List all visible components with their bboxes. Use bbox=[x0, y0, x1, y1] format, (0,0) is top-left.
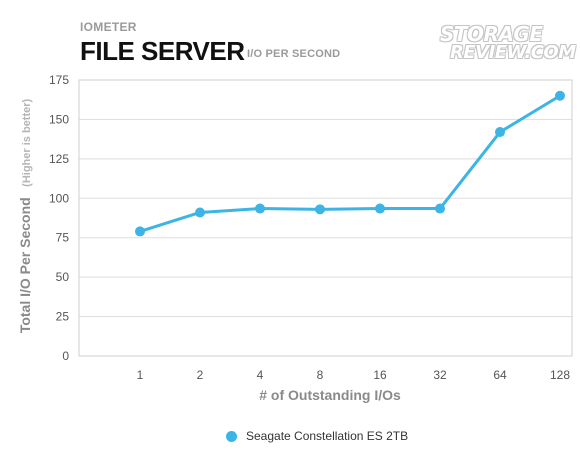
data-point bbox=[375, 203, 385, 214]
y-tick-label: 0 bbox=[62, 349, 69, 363]
x-tick-labels: 1 2 4 8 16 32 64 128 bbox=[137, 368, 571, 382]
chart-legend: Seagate Constellation ES 2TB bbox=[226, 428, 408, 444]
data-point bbox=[495, 127, 505, 138]
data-point bbox=[195, 207, 205, 218]
x-tick-label: 2 bbox=[197, 368, 204, 382]
data-point bbox=[315, 204, 325, 215]
y-tick-label: 175 bbox=[49, 73, 69, 87]
grid-lines bbox=[79, 118, 572, 318]
data-point bbox=[555, 90, 565, 101]
series-line bbox=[138, 94, 562, 233]
x-tick-label: 4 bbox=[257, 368, 264, 382]
y-axis-label: Total I/O Per Second (Higher is better) bbox=[17, 98, 34, 333]
x-tick-label: 1 bbox=[137, 368, 144, 382]
benchmark-label: IOMETER bbox=[80, 20, 137, 34]
y-tick-label: 25 bbox=[56, 310, 70, 324]
y-tick-label: 50 bbox=[56, 270, 70, 284]
data-point bbox=[135, 226, 145, 237]
x-tick-label: 8 bbox=[317, 368, 324, 382]
storage-review-logo: STORAGE REVIEW.COM bbox=[436, 22, 576, 68]
x-tick-label: 16 bbox=[373, 368, 387, 382]
series-lines bbox=[138, 94, 562, 233]
y-tick-label: 150 bbox=[49, 112, 69, 126]
plot-frame bbox=[78, 79, 573, 357]
chart-title: FILE SERVER bbox=[80, 36, 245, 66]
logo-text-top: STORAGE bbox=[440, 22, 543, 46]
data-point bbox=[435, 203, 445, 214]
y-tick-label: 75 bbox=[56, 231, 70, 245]
legend-label: Seagate Constellation ES 2TB bbox=[246, 429, 409, 443]
x-tick-label: 64 bbox=[493, 368, 507, 382]
x-tick-label: 32 bbox=[433, 368, 447, 382]
plot-border bbox=[78, 79, 573, 357]
legend-marker-icon bbox=[226, 430, 237, 442]
chart-subtitle: I/O PER SECOND bbox=[247, 48, 341, 60]
x-axis-label: # of Outstanding I/Os bbox=[259, 387, 401, 403]
series-points bbox=[135, 90, 565, 237]
y-tick-label: 125 bbox=[49, 152, 69, 166]
y-axis-label-main: Total I/O Per Second bbox=[17, 197, 33, 333]
y-tick-label: 100 bbox=[49, 191, 69, 205]
data-point bbox=[255, 203, 265, 214]
y-axis-label-note: (Higher is better) bbox=[21, 98, 33, 186]
y-tick-labels: 0 25 50 75 100 125 150 175 bbox=[49, 73, 69, 363]
x-tick-label: 128 bbox=[550, 368, 570, 382]
logo-text-bottom: REVIEW.COM bbox=[450, 42, 576, 63]
